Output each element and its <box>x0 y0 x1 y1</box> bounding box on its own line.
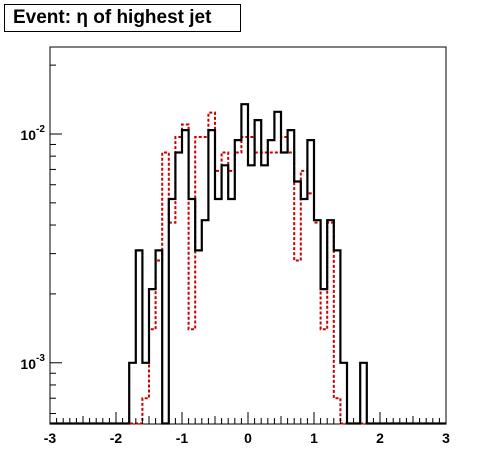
x-tick-label: -3 <box>44 430 57 446</box>
x-tick-label: 3 <box>442 430 450 446</box>
chart-title: Event: η of highest jet <box>4 4 241 32</box>
y-tick-label: 10 <box>20 356 36 372</box>
x-tick-label: -2 <box>110 430 123 446</box>
y-tick-label: 10 <box>20 127 36 143</box>
x-tick-label: 2 <box>376 430 384 446</box>
x-tick-label: 0 <box>244 430 252 446</box>
x-axis: -3 -2 -1 0 1 2 3 <box>44 412 450 446</box>
y-tick-label-exponent: -2 <box>36 124 45 135</box>
y-axis: 10-310-2 <box>20 64 62 415</box>
x-tick-label: -1 <box>176 430 189 446</box>
histogram-layer <box>50 103 446 425</box>
histogram-series-black-solid <box>50 103 446 425</box>
x-tick-label: 1 <box>310 430 318 446</box>
y-tick-label-exponent: -3 <box>36 353 45 364</box>
